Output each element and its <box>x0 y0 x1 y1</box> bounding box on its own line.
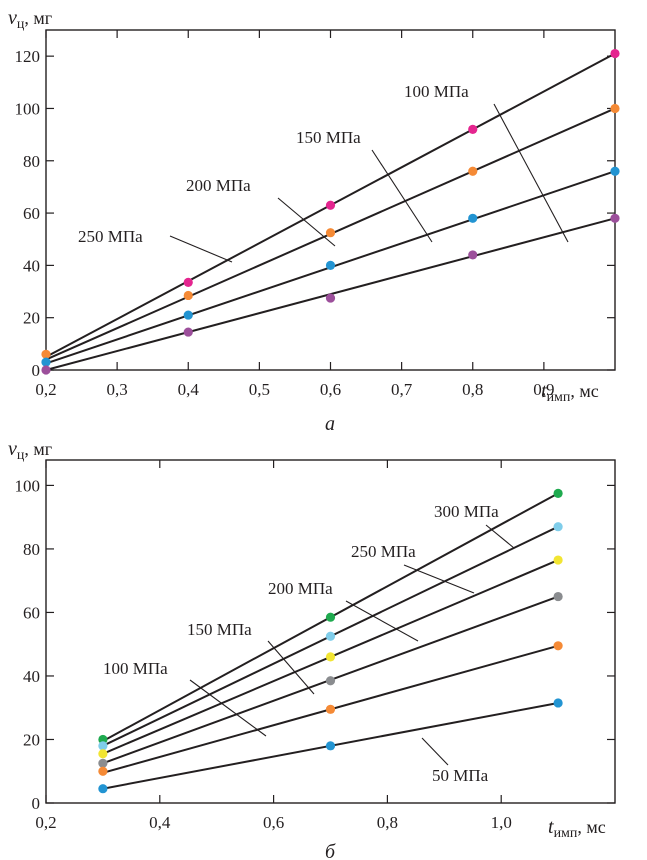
series-label: 150 МПа <box>187 620 252 639</box>
data-point <box>325 612 336 622</box>
data-point <box>41 349 51 359</box>
data-point <box>325 260 336 270</box>
x-tick-label: 1,0 <box>491 813 512 832</box>
data-point <box>325 228 336 238</box>
panel-b: 0 20 40 60 80 100 0,2 0,4 0,6 0,8 1,0 300 МПа 250 МП… <box>8 438 616 860</box>
data-point <box>468 124 478 134</box>
y-tick-label: 40 <box>23 667 40 686</box>
series-label-leader <box>189 679 267 737</box>
data-point <box>553 555 563 565</box>
data-point <box>325 293 336 303</box>
series-label: 100 МПа <box>103 659 168 678</box>
data-point <box>468 166 478 176</box>
y-tick-label: 0 <box>32 361 41 380</box>
data-point <box>98 734 108 745</box>
data-point <box>98 749 108 759</box>
data-point <box>183 277 193 287</box>
y-tick-label: 40 <box>23 256 40 275</box>
data-point <box>98 741 108 751</box>
series-label-leader <box>371 149 433 243</box>
y-tick-label: 60 <box>23 603 40 622</box>
data-point <box>325 200 336 210</box>
x-axis-label: tимп, мс <box>548 816 606 841</box>
y-axis-label: vц, мг <box>8 438 52 463</box>
y-tick-label: 20 <box>23 730 40 749</box>
data-point <box>553 591 563 602</box>
x-tick-label: 0,6 <box>320 380 341 399</box>
data-point <box>553 698 563 708</box>
x-tick-label: 0,4 <box>149 813 171 832</box>
data-point <box>183 327 193 337</box>
series-label: 300 МПа <box>434 502 499 521</box>
series-label: 250 МПа <box>78 227 143 246</box>
series-label-leader <box>421 737 449 766</box>
data-point <box>610 166 620 176</box>
data-point <box>41 357 51 367</box>
series-label-leader <box>345 600 419 642</box>
data-point <box>610 48 620 59</box>
series-label-leader <box>267 640 315 695</box>
y-tick-label: 20 <box>23 309 40 328</box>
x-tick-label: 0,2 <box>35 380 56 399</box>
x-tick-label: 0,6 <box>263 813 284 832</box>
series-label: 150 МПа <box>296 128 361 147</box>
y-tick-label: 60 <box>23 204 40 223</box>
data-point <box>41 365 51 375</box>
data-point <box>553 641 563 651</box>
data-point <box>183 290 193 301</box>
data-point <box>98 758 108 768</box>
panel-a: 0 20 40 60 80 100 120 0,2 0,3 0,4 0,5 0,6 0,7 0,8 0,9 1… <box>8 7 620 435</box>
x-tick-label: 0,8 <box>377 813 398 832</box>
series-label-leader <box>403 564 475 594</box>
data-point <box>98 784 108 794</box>
y-axis-label: vц, мг <box>8 7 52 32</box>
plot-frame <box>45 459 616 804</box>
x-tick-label: 0,7 <box>391 380 413 399</box>
series-label-leader <box>493 103 569 243</box>
series-label: 250 МПа <box>351 542 416 561</box>
series-label: 50 МПа <box>432 766 489 785</box>
data-point <box>553 488 563 498</box>
series-label: 100 МПа <box>404 82 469 101</box>
data-point <box>553 522 563 532</box>
series-label-leader <box>485 524 515 549</box>
y-tick-label: 80 <box>23 540 40 559</box>
y-tick-label: 0 <box>32 794 41 813</box>
data-point <box>325 652 336 662</box>
series-label-leader <box>277 197 336 247</box>
x-tick-label: 0,4 <box>178 380 200 399</box>
y-tick-label: 100 <box>15 476 41 495</box>
y-tick-label: 80 <box>23 152 40 171</box>
data-point <box>610 213 620 223</box>
series-label-leader <box>169 235 233 263</box>
data-point <box>98 766 108 776</box>
panel-label: а <box>325 413 335 435</box>
data-point <box>325 631 336 641</box>
data-point <box>325 676 336 686</box>
x-tick-label: 0,8 <box>462 380 483 399</box>
x-tick-label: 0,2 <box>35 813 56 832</box>
y-tick-label: 100 <box>15 99 41 118</box>
x-axis-label: tимп, мс <box>541 380 599 405</box>
x-tick-label: 0,3 <box>107 380 128 399</box>
data-point <box>468 250 478 260</box>
series-label: 200 МПа <box>268 579 333 598</box>
series-label: 200 МПа <box>186 176 251 195</box>
data-point <box>468 213 478 223</box>
x-tick-label: 0,5 <box>249 380 270 399</box>
x-tick-label: 0,9 <box>533 380 554 399</box>
panel-label: б <box>325 841 336 860</box>
y-tick-label: 120 <box>15 47 41 66</box>
data-point <box>610 103 620 114</box>
data-point <box>325 741 336 751</box>
data-point <box>183 310 193 320</box>
data-point <box>325 704 336 714</box>
